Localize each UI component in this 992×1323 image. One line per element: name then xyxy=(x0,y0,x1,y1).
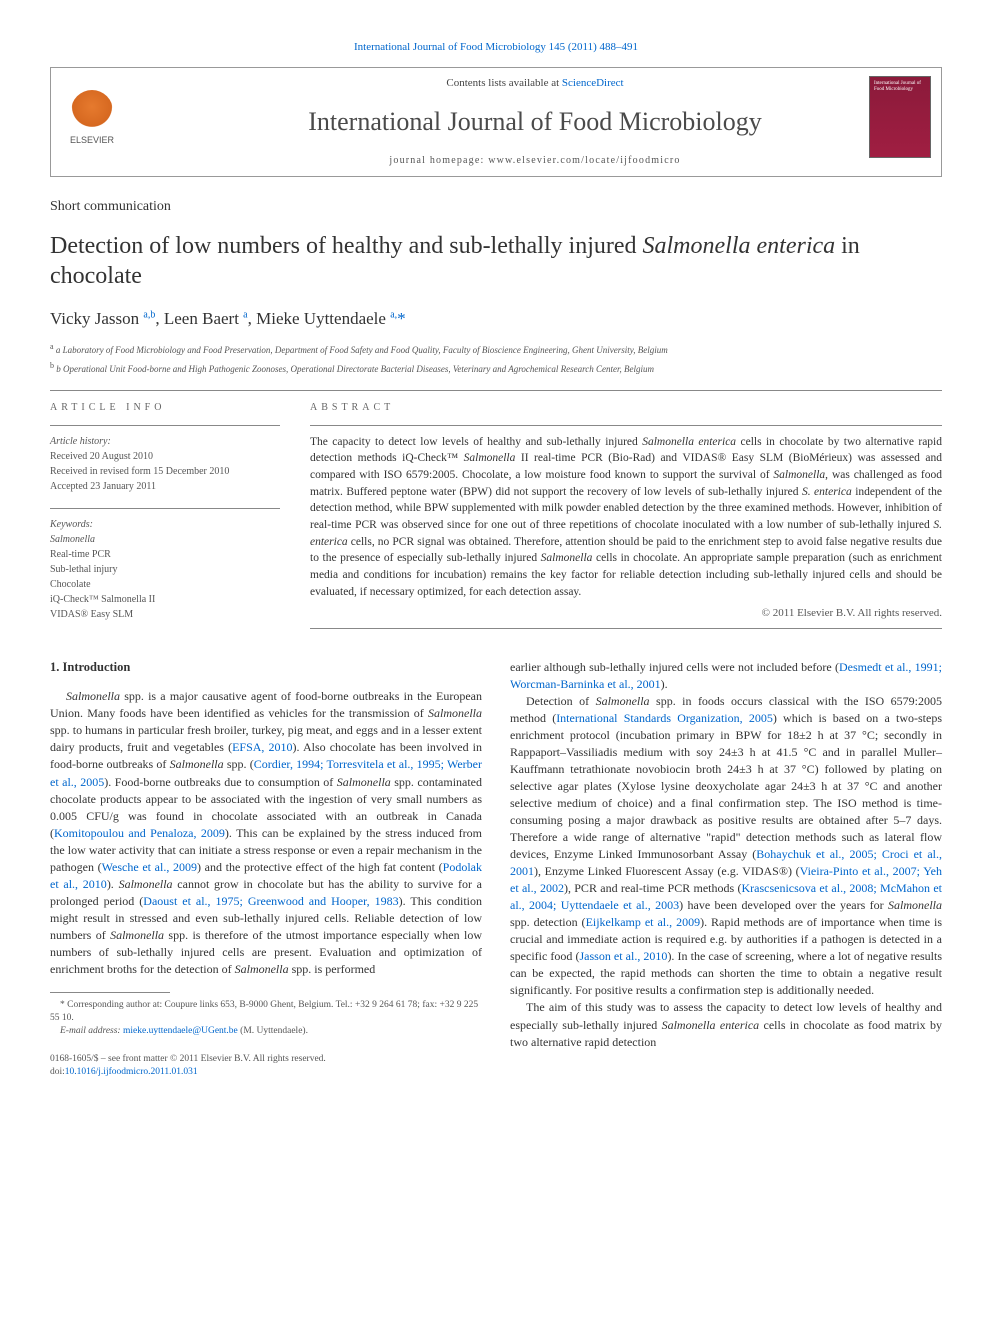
journal-homepage[interactable]: journal homepage: www.elsevier.com/locat… xyxy=(141,154,929,168)
body-paragraph: The aim of this study was to assess the … xyxy=(510,999,942,1050)
article-type: Short communication xyxy=(50,197,942,217)
keywords-block: Keywords: Salmonella Real-time PCR Sub-l… xyxy=(50,517,280,622)
front-matter-info: 0168-1605/$ – see front matter © 2011 El… xyxy=(50,1053,482,1080)
footnote-divider xyxy=(50,992,170,993)
article-history: Article history: Received 20 August 2010… xyxy=(50,434,280,494)
keyword: Chocolate xyxy=(50,577,280,592)
affiliation-b: b b Operational Unit Food-borne and High… xyxy=(50,360,942,376)
body-paragraph: Salmonella spp. is a major causative age… xyxy=(50,688,482,978)
keyword: Sub-lethal injury xyxy=(50,562,280,577)
journal-header: ELSEVIER Contents lists available at Sci… xyxy=(50,67,942,177)
elsevier-tree-icon xyxy=(71,90,113,132)
elsevier-label: ELSEVIER xyxy=(70,134,114,147)
email-suffix: (M. Uyttendaele). xyxy=(238,1026,308,1036)
article-title: Detection of low numbers of healthy and … xyxy=(50,231,942,291)
cover-text: International Journal of Food Microbiolo… xyxy=(870,77,930,97)
divider xyxy=(50,508,280,509)
divider xyxy=(50,425,280,426)
email-label: E-mail address: xyxy=(60,1026,123,1036)
sciencedirect-link[interactable]: ScienceDirect xyxy=(562,77,624,89)
journal-citation[interactable]: International Journal of Food Microbiolo… xyxy=(50,40,942,55)
history-received: Received 20 August 2010 xyxy=(50,449,280,464)
author-email-link[interactable]: mieke.uyttendaele@UGent.be xyxy=(123,1026,238,1036)
keywords-label: Keywords: xyxy=(50,517,280,532)
divider xyxy=(310,628,942,629)
keyword: Salmonella xyxy=(50,532,280,547)
abstract-copyright: © 2011 Elsevier B.V. All rights reserved… xyxy=(310,606,942,621)
divider xyxy=(50,390,942,391)
article-info-label: ARTICLE INFO xyxy=(50,401,280,415)
email-footnote: E-mail address: mieke.uyttendaele@UGent.… xyxy=(50,1025,482,1038)
history-accepted: Accepted 23 January 2011 xyxy=(50,479,280,494)
elsevier-logo[interactable]: ELSEVIER xyxy=(63,90,121,154)
body-paragraph: Detection of Salmonella spp. in foods oc… xyxy=(510,693,942,1000)
contents-prefix: Contents lists available at xyxy=(446,77,561,89)
abstract-text: The capacity to detect low levels of hea… xyxy=(310,434,942,601)
history-label: Article history: xyxy=(50,434,280,449)
doi-link[interactable]: doi:10.1016/j.ijfoodmicro.2011.01.031 xyxy=(50,1066,482,1079)
contents-lists-line: Contents lists available at ScienceDirec… xyxy=(141,76,929,91)
keyword: Real-time PCR xyxy=(50,547,280,562)
journal-name: International Journal of Food Microbiolo… xyxy=(141,104,929,140)
abstract-label: ABSTRACT xyxy=(310,401,942,415)
divider xyxy=(310,425,942,426)
corresponding-author-footnote: * Corresponding author at: Coupure links… xyxy=(50,999,482,1026)
keyword: VIDAS® Easy SLM xyxy=(50,607,280,622)
journal-cover-thumbnail[interactable]: International Journal of Food Microbiolo… xyxy=(869,76,931,158)
history-revised: Received in revised form 15 December 201… xyxy=(50,464,280,479)
section-heading-introduction: 1. Introduction xyxy=(50,659,482,677)
keyword: iQ-Check™ Salmonella II xyxy=(50,592,280,607)
affiliation-a: a a Laboratory of Food Microbiology and … xyxy=(50,341,942,357)
issn-copyright: 0168-1605/$ – see front matter © 2011 El… xyxy=(50,1053,482,1066)
body-paragraph: earlier although sub-lethally injured ce… xyxy=(510,659,942,693)
authors-list: Vicky Jasson a,b, Leen Baert a, Mieke Uy… xyxy=(50,307,942,331)
